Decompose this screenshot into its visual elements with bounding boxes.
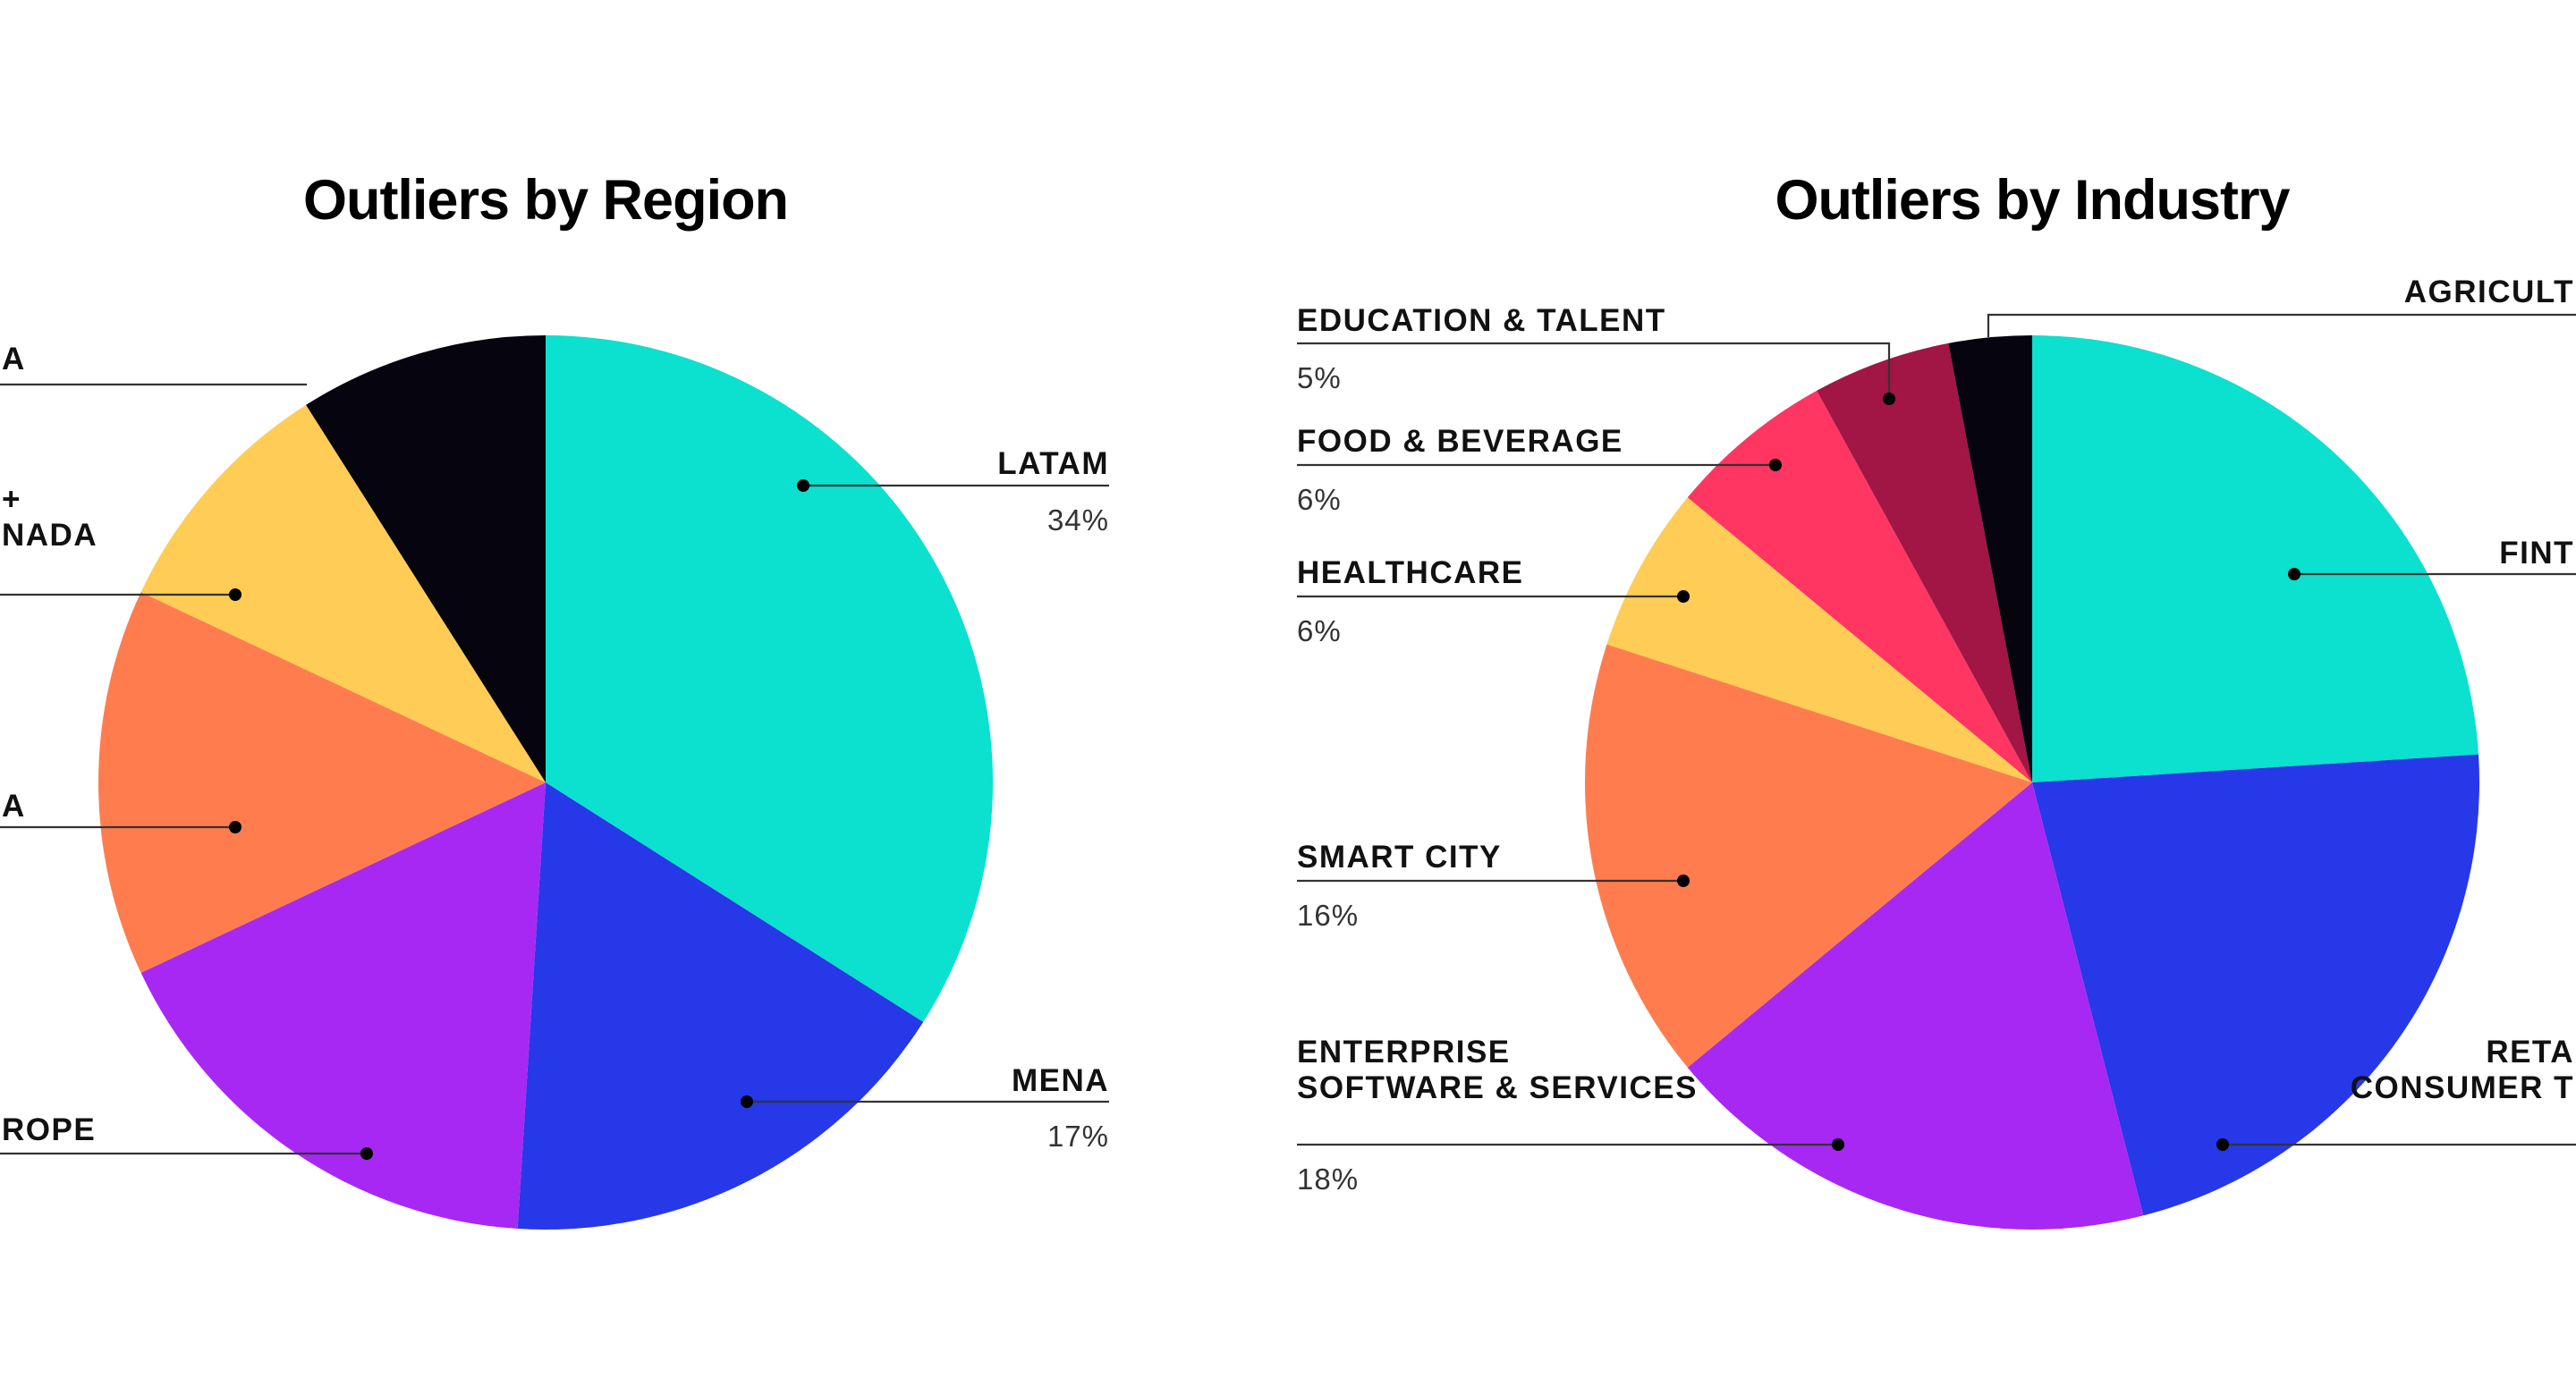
region-pie-chart: Outliers by Region LATAM 34% MENA 17% ROPE A +N…: [0, 169, 1109, 1230]
industry-label-agricult-group: AGRICULT: [1987, 275, 2576, 337]
industry-slice-reta-consumer-t: [2032, 754, 2479, 1216]
industry-label-education-and-talent: EDUCATION & TALENT: [1297, 303, 1666, 338]
industry-label-reta-consumer-t-line-1: RETA: [2486, 1035, 2574, 1070]
region-label-a-group: A: [0, 789, 242, 833]
industry-label-education-and-talent-leader-line: [1297, 342, 1891, 399]
industry-slice-agricult: [1948, 335, 2032, 782]
region-slice-a: [306, 335, 546, 782]
industry-label-education-and-talent-leader-dot: [1883, 393, 1895, 405]
industry-label-fint: FINT: [2499, 536, 2574, 571]
region-label-a-group: A: [0, 342, 307, 386]
industry-slice-healthcare: [1606, 497, 2032, 782]
region-label-a: A: [2, 789, 26, 824]
industry-label-education-and-talent-percent: 5%: [1297, 361, 1342, 394]
region-slice-latam: [546, 335, 993, 1022]
industry-label-fint-group: FINT: [2288, 536, 2576, 580]
industry-label-healthcare-percent: 6%: [1297, 614, 1342, 647]
region-chart-title: Outliers by Region: [303, 169, 788, 232]
region-label-a-leader-dot: [229, 821, 242, 833]
industry-slice-fint: [2032, 335, 2479, 782]
industry-chart-title: Outliers by Industry: [1775, 169, 2290, 232]
region-label-a: A: [2, 342, 26, 376]
industry-label-enterprise-software-and-services-leader-dot: [1832, 1138, 1844, 1151]
industry-label-smart-city-leader-dot: [1677, 875, 1690, 887]
region-label-latam-group: LATAM 34%: [797, 446, 1109, 537]
region-label-mena: MENA: [1012, 1063, 1109, 1098]
industry-slice-smart-city: [1584, 644, 2032, 1068]
region-label-mena-group: MENA 17%: [741, 1063, 1109, 1153]
industry-label-smart-city-group: SMART CITY 16%: [1297, 840, 1690, 932]
region-slice-rope: [140, 782, 546, 1230]
region-label-mena-percent: 17%: [1047, 1120, 1109, 1153]
region-label-rope-leader-dot: [360, 1147, 373, 1160]
industry-label-healthcare-group: HEALTHCARE 6%: [1297, 555, 1690, 647]
industry-label-education-and-talent-group: EDUCATION & TALENT 5%: [1297, 303, 1895, 405]
region-label-rope-group: ROPE: [0, 1112, 373, 1160]
region-label-nada-group: +NADA: [0, 482, 242, 601]
region-slice-nada: [140, 404, 546, 782]
region-slice-a: [98, 592, 546, 973]
industry-label-reta-consumer-t-line-2: CONSUMER T: [2351, 1070, 2574, 1105]
industry-slice-education-and-talent: [1817, 342, 2032, 782]
region-label-rope: ROPE: [2, 1112, 96, 1147]
region-label-latam: LATAM: [997, 446, 1109, 481]
industry-label-agricult: AGRICULT: [2404, 275, 2574, 309]
industry-label-healthcare: HEALTHCARE: [1297, 555, 1524, 590]
region-slice-mena: [517, 782, 924, 1230]
region-label-nada-line-2: NADA: [2, 518, 97, 553]
industry-label-enterprise-software-and-services-line-2: SOFTWARE & SERVICES: [1297, 1070, 1698, 1105]
industry-label-food-and-beverage-percent: 6%: [1297, 483, 1342, 516]
region-label-nada-leader-dot: [229, 588, 242, 601]
industry-label-healthcare-leader-dot: [1677, 590, 1690, 603]
industry-label-reta-consumer-t-leader-dot: [2216, 1138, 2229, 1151]
industry-label-agricult-leader-line: [1987, 313, 2576, 337]
industry-slice-enterprise-software-and-services: [1687, 782, 2144, 1230]
region-label-latam-percent: 34%: [1047, 503, 1109, 537]
region-label-mena-leader-dot: [741, 1095, 753, 1108]
industry-slice-food-and-beverage: [1687, 390, 2032, 782]
industry-label-fint-leader-dot: [2288, 568, 2301, 580]
industry-label-enterprise-software-and-services-percent: 18%: [1297, 1162, 1359, 1196]
industry-label-food-and-beverage-leader-dot: [1769, 459, 1782, 471]
industry-label-food-and-beverage: FOOD & BEVERAGE: [1297, 424, 1623, 459]
industry-label-enterprise-software-and-services-line-1: ENTERPRISE: [1297, 1035, 1511, 1070]
industry-label-smart-city: SMART CITY: [1297, 840, 1502, 875]
region-label-latam-leader-dot: [797, 479, 809, 492]
region-label-nada-line-1: +: [2, 482, 21, 517]
industry-label-food-and-beverage-group: FOOD & BEVERAGE 6%: [1297, 424, 1782, 516]
industry-label-smart-city-percent: 16%: [1297, 899, 1359, 932]
